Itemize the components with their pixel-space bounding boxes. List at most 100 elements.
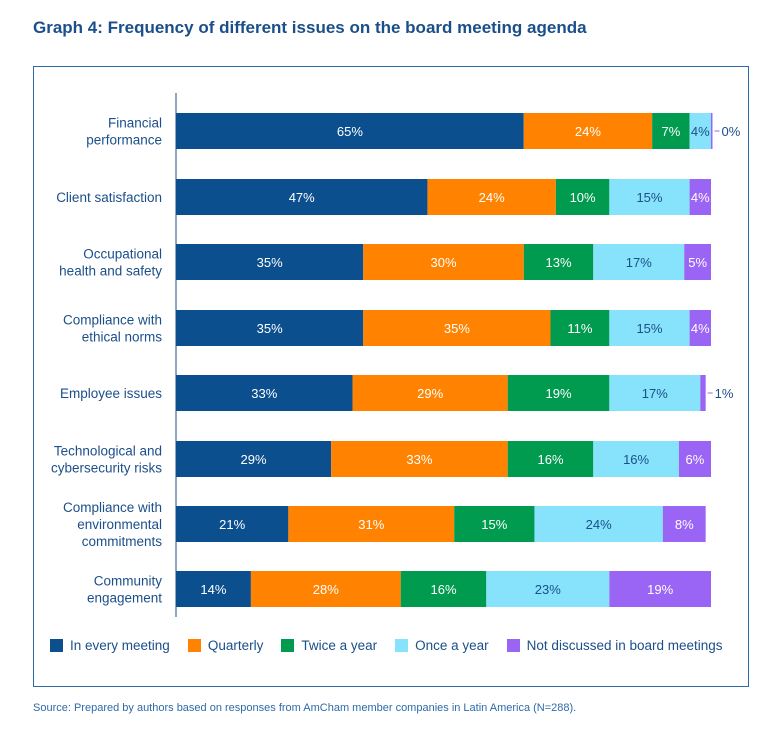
data-label: 31%: [358, 517, 384, 532]
data-label: 16%: [430, 582, 456, 597]
bar-segment: [689, 179, 711, 215]
legend-item: In every meeting: [50, 638, 170, 653]
data-label: 10%: [570, 190, 596, 205]
bar-segment: [700, 375, 706, 411]
bar-segment: [331, 441, 508, 477]
legend-swatch: [506, 639, 520, 652]
data-label: 4%: [691, 321, 710, 336]
data-label: 17%: [626, 255, 652, 270]
data-label: 47%: [289, 190, 315, 205]
data-label: 35%: [257, 321, 283, 336]
data-label: 15%: [636, 321, 662, 336]
bar-segment: [689, 310, 711, 346]
data-label: 28%: [313, 582, 339, 597]
data-label: 7%: [661, 124, 680, 139]
bar-segment: [400, 571, 487, 607]
bar-segment: [427, 179, 556, 215]
data-label: 65%: [337, 124, 363, 139]
chart-frame: Financial performance 65% 24% 7% 4% 0% Client s…: [33, 66, 749, 687]
data-label: 19%: [647, 582, 673, 597]
data-label: 35%: [257, 255, 283, 270]
data-label: 24%: [586, 517, 612, 532]
bar-segment: [250, 571, 401, 607]
bar-segment: [593, 244, 685, 280]
bar-segment: [363, 310, 551, 346]
category-label: Community engagement: [87, 574, 162, 606]
category-label: Client satisfaction: [56, 190, 162, 205]
data-label: 33%: [251, 386, 277, 401]
chart-title: Graph 4: Frequency of different issues o…: [33, 18, 587, 37]
legend-item: Not discussed in board meetings: [506, 638, 723, 653]
data-label: 1%: [715, 386, 734, 401]
data-label: 29%: [241, 452, 267, 467]
bar-segment: [684, 244, 711, 280]
bar-segment: [176, 310, 364, 346]
legend-item: Twice a year: [281, 638, 377, 653]
bar-segment: [176, 244, 364, 280]
data-label: 17%: [642, 386, 668, 401]
bar-segment: [352, 375, 508, 411]
category-label: Financial performance: [86, 116, 162, 148]
category-label: Employee issues: [60, 386, 162, 401]
bar-segment: [176, 375, 353, 411]
data-label: 8%: [675, 517, 694, 532]
bar-segment: [176, 506, 289, 542]
legend-item: Once a year: [395, 638, 489, 653]
bar-segment: [363, 244, 524, 280]
legend-item: Quarterly: [187, 638, 264, 653]
bar-segment: [550, 310, 610, 346]
bar-segment: [176, 441, 332, 477]
bar-segment: [507, 441, 594, 477]
category-label: Compliance with environmental commitments: [63, 500, 162, 549]
data-label: 16%: [623, 452, 649, 467]
data-label: 23%: [535, 582, 561, 597]
bar-segment: [176, 179, 428, 215]
data-label: 29%: [417, 386, 443, 401]
data-label: 14%: [200, 582, 226, 597]
bar-segment: [176, 113, 524, 149]
bar-segment: [523, 113, 653, 149]
data-label: 4%: [691, 190, 710, 205]
data-label: 24%: [575, 124, 601, 139]
data-label: 16%: [537, 452, 563, 467]
source-note: Source: Prepared by authors based on res…: [33, 702, 577, 714]
bar-segment: [555, 179, 610, 215]
legend-swatch: [281, 639, 295, 652]
legend-label: In every meeting: [70, 638, 170, 653]
data-label: 15%: [636, 190, 662, 205]
data-label: 5%: [688, 255, 707, 270]
data-label: 24%: [479, 190, 505, 205]
data-label: 19%: [546, 386, 572, 401]
bar-segment: [711, 113, 713, 149]
bar-segment: [609, 179, 690, 215]
bar-segment: [454, 506, 535, 542]
data-label: 33%: [406, 452, 432, 467]
bar-segment: [507, 375, 610, 411]
legend-label: Not discussed in board meetings: [526, 638, 723, 653]
data-label: 13%: [546, 255, 572, 270]
bar-segment: [689, 113, 711, 149]
legend-swatch: [50, 639, 63, 652]
legend-swatch: [395, 639, 409, 652]
bar-segment: [176, 571, 251, 607]
legend: In every meeting Quarterly Twice a year Onc…: [50, 638, 723, 653]
data-label: 11%: [567, 321, 592, 336]
legend-label: Once a year: [415, 638, 489, 653]
bar-segment: [662, 506, 706, 542]
category-label: Occupational health and safety: [59, 247, 162, 279]
data-label: 4%: [691, 124, 710, 139]
bar-segment: [288, 506, 455, 542]
data-label: 6%: [686, 452, 705, 467]
legend-swatch: [187, 639, 201, 652]
stacked-bar-chart: Financial performance 65% 24% 7% 4% 0% Client s…: [51, 93, 741, 617]
bar-segment: [652, 113, 690, 149]
bar-segment: [593, 441, 679, 477]
legend-label: Quarterly: [207, 638, 264, 653]
bar-segment: [678, 441, 711, 477]
data-label: 15%: [481, 517, 507, 532]
bar-segment: [523, 244, 594, 280]
category-label: Technological and cybersecurity risks: [51, 444, 162, 476]
data-label: 0%: [722, 124, 741, 139]
legend-label: Twice a year: [301, 638, 378, 653]
bar-segment: [486, 571, 610, 607]
